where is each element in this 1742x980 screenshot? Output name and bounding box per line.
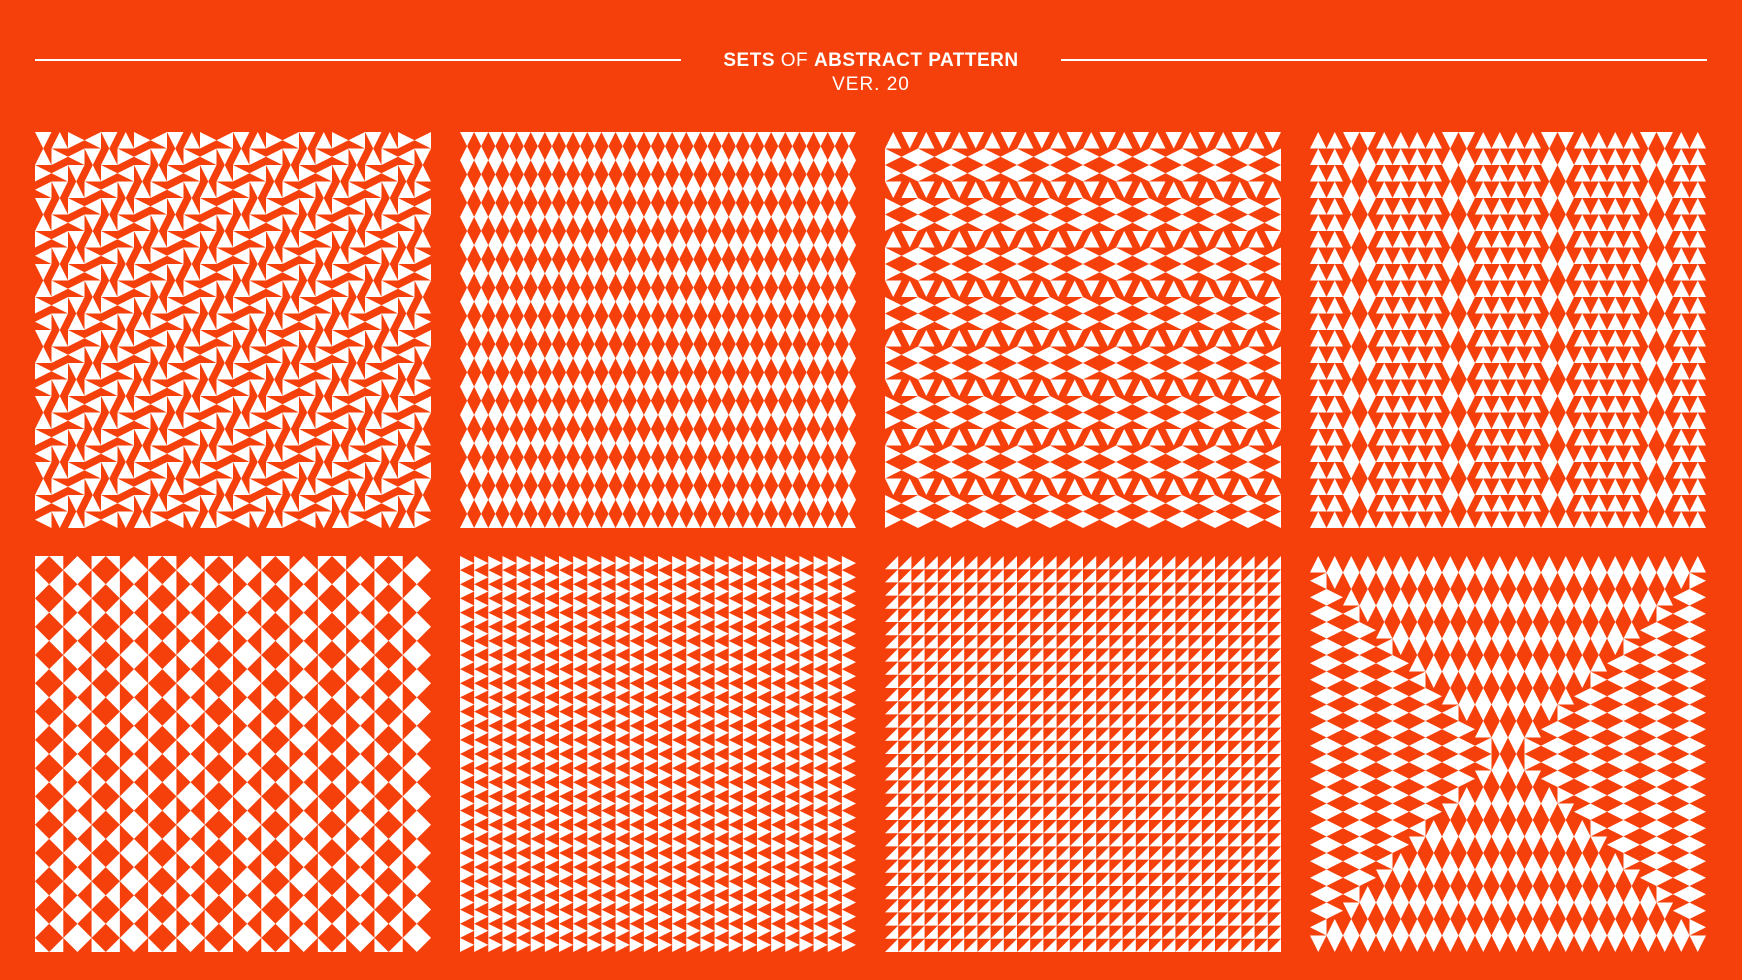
pattern-triangles-7	[885, 556, 1281, 952]
pattern-swatch-2	[460, 132, 856, 528]
pattern-swatch-4	[1310, 132, 1706, 528]
pattern-swatch-3	[885, 132, 1281, 528]
pattern-triangles-6	[460, 556, 856, 952]
pattern-panel-8	[1310, 556, 1706, 952]
page-subtitle: VER. 20	[832, 74, 910, 95]
pattern-swatch-5	[35, 556, 431, 952]
pattern-panel-2	[460, 132, 856, 528]
title-word-of: OF	[780, 50, 809, 71]
pattern-triangles-5	[35, 556, 431, 952]
header-rule-left	[35, 59, 681, 61]
pattern-panel-4	[1310, 132, 1706, 528]
pattern-triangles-4	[1310, 132, 1706, 528]
title-words-abstract-pattern: ABSTRACT PATTERN	[813, 50, 1019, 71]
pattern-triangles-1	[35, 132, 431, 528]
pattern-panel-6	[460, 556, 856, 952]
page-title: SETS OF ABSTRACT PATTERN	[671, 49, 1071, 73]
header-rule-right	[1061, 59, 1707, 61]
pattern-panel-1	[35, 132, 431, 528]
pattern-triangles-8	[1310, 556, 1706, 952]
title-word-sets: SETS	[723, 50, 775, 71]
pattern-panel-7	[885, 556, 1281, 952]
pattern-triangles-2	[460, 132, 856, 528]
pattern-panel-5	[35, 556, 431, 952]
pattern-panel-3	[885, 132, 1281, 528]
pattern-swatch-1	[35, 132, 431, 528]
pattern-swatch-6	[460, 556, 856, 952]
pattern-swatch-8	[1310, 556, 1706, 952]
pattern-swatch-7	[885, 556, 1281, 952]
pattern-triangles-3	[885, 132, 1281, 528]
